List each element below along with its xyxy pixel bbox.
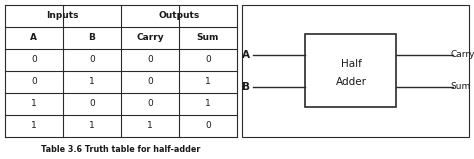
Text: 0: 0	[89, 99, 95, 108]
Bar	[305, 35, 396, 107]
Text: 0: 0	[31, 77, 36, 86]
Text: 1: 1	[89, 121, 95, 130]
Text: 0: 0	[205, 121, 211, 130]
Text: A: A	[242, 50, 250, 60]
Text: Inputs: Inputs	[46, 11, 79, 20]
Text: 0: 0	[205, 55, 211, 64]
Bar	[242, 5, 469, 137]
Text: Sum: Sum	[450, 82, 470, 91]
Text: 1: 1	[205, 99, 211, 108]
Text: 0: 0	[147, 77, 153, 86]
Text: Sum: Sum	[197, 33, 219, 42]
Text: B: B	[242, 82, 250, 92]
Text: Adder: Adder	[336, 77, 366, 87]
Text: 1: 1	[31, 99, 36, 108]
Text: 0: 0	[31, 55, 36, 64]
Text: 0: 0	[147, 55, 153, 64]
Text: A: A	[30, 33, 37, 42]
Text: 0: 0	[147, 99, 153, 108]
Text: 1: 1	[31, 121, 36, 130]
Text: Table 3.6 Truth table for half-adder: Table 3.6 Truth table for half-adder	[41, 145, 201, 154]
Text: Carry: Carry	[450, 50, 474, 59]
Text: B: B	[88, 33, 95, 42]
Text: Half: Half	[340, 59, 361, 69]
Text: 1: 1	[89, 77, 95, 86]
Text: 1: 1	[147, 121, 153, 130]
Text: 0: 0	[89, 55, 95, 64]
Text: 1: 1	[205, 77, 211, 86]
Text: Outputs: Outputs	[158, 11, 200, 20]
Text: Carry: Carry	[136, 33, 164, 42]
